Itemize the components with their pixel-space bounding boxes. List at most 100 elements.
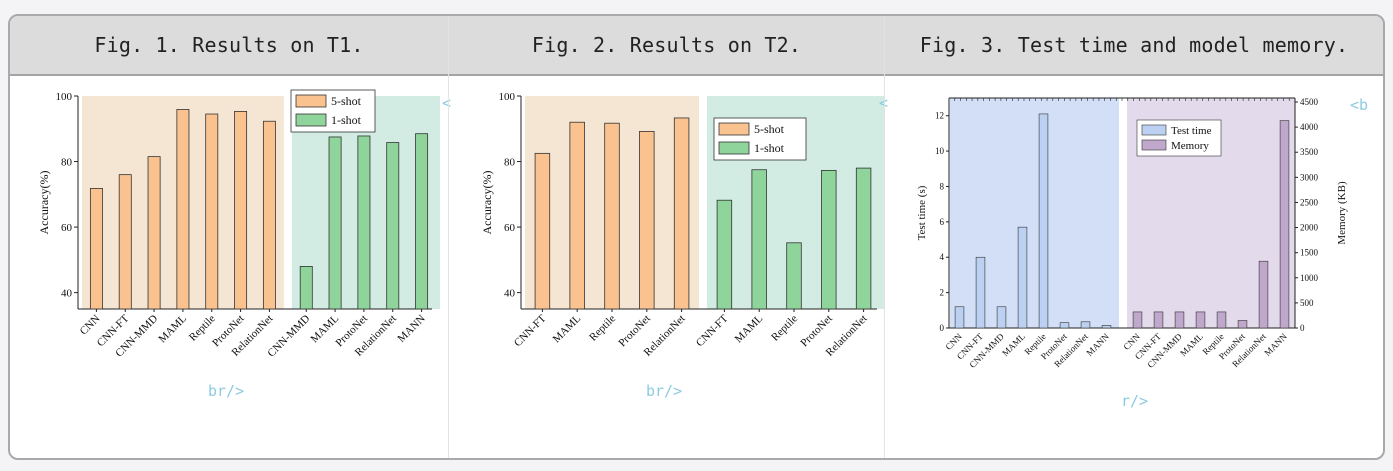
x-tick-label: CNN-FT — [512, 312, 549, 349]
x-tick-label: MANN — [1084, 331, 1111, 358]
y-tick-label: 60 — [504, 222, 516, 234]
memory-bar — [1279, 120, 1290, 329]
x-tick-label: MAML — [551, 312, 584, 345]
legend-label: Test time — [1171, 125, 1212, 137]
one-shot-bar — [386, 142, 400, 310]
legend-swatch — [295, 113, 327, 127]
x-tick-label: Reptile — [769, 313, 800, 344]
x-tick-label: MAML — [733, 312, 766, 345]
test-time-bar — [1080, 321, 1091, 329]
five-shot-bar — [604, 122, 620, 310]
y2-tick-label: 500 — [1300, 298, 1314, 308]
one-shot-bar — [415, 133, 429, 310]
five-shot-bar — [176, 109, 190, 310]
memory-bar — [1174, 311, 1185, 329]
x-tick-label: MAML — [1000, 331, 1027, 358]
memory-bar — [1258, 260, 1269, 329]
five-shot-bar — [673, 117, 690, 310]
five-shot-bar — [569, 121, 585, 310]
figure-2-panel: Fig. 2. Results on T2. 40 60 80 100 Accuracy… — [448, 16, 888, 458]
one-shot-bar — [328, 136, 342, 310]
memory-bar — [1237, 320, 1248, 329]
y2-tick-label: 4500 — [1300, 97, 1319, 107]
figure-2-title: Fig. 2. Results on T2. — [449, 16, 884, 76]
y2-tick-label: 4000 — [1300, 122, 1319, 132]
legend-label: 5-shot — [754, 122, 785, 136]
y-tick-label: 4 — [940, 252, 945, 262]
y-tick-label: 2 — [940, 288, 945, 298]
stray-markup-text: br/> — [208, 382, 245, 400]
x-tick-label: MAML — [1178, 331, 1205, 358]
one-shot-bar — [786, 242, 802, 310]
legend-label: 5-shot — [331, 94, 362, 108]
stray-markup-text: r/> — [1121, 392, 1149, 410]
x-tick-label: MANN — [1262, 331, 1289, 358]
x-tick-label: CNN-FT — [694, 312, 731, 349]
y2-tick-label: 3000 — [1300, 172, 1319, 182]
y2-tick-label: 1500 — [1300, 248, 1319, 258]
test-time-bar — [954, 306, 965, 329]
five-shot-bar — [262, 120, 276, 310]
x-tick-label: Reptile — [587, 313, 618, 344]
five-shot-bar — [534, 152, 551, 310]
one-shot-bar — [357, 135, 371, 310]
five-shot-bar — [639, 130, 655, 310]
test-time-bar — [996, 306, 1007, 329]
stray-markup-text: < — [442, 94, 452, 112]
y2-tick-label: 2000 — [1300, 223, 1319, 233]
y2-tick-label: 3500 — [1300, 147, 1319, 157]
five-shot-bar — [89, 188, 103, 310]
one-shot-bar — [299, 265, 313, 310]
test-time-bar — [1059, 322, 1070, 329]
stray-markup-text: <b — [1350, 96, 1369, 114]
one-shot-bar — [855, 167, 872, 310]
y-tick-label: 0 — [940, 323, 945, 333]
legend-label: Memory — [1171, 140, 1209, 152]
test-time-region — [950, 98, 1119, 328]
stray-markup-text: < — [879, 94, 889, 112]
test-time-bar — [1038, 113, 1049, 329]
legend-swatch — [295, 94, 327, 108]
legend-swatch — [1141, 124, 1167, 136]
y-tick-label: 80 — [61, 157, 73, 169]
figure-1-panel: Fig. 1. Results on T1. 40 60 80 100 Accuracy… — [10, 16, 452, 458]
test-time-bar — [1017, 226, 1028, 329]
y2-tick-label: 2500 — [1300, 197, 1319, 207]
legend-swatch — [718, 141, 750, 155]
y-axis-label: Accuracy(%) — [480, 171, 494, 235]
y-tick-label: 12 — [935, 111, 944, 121]
stray-markup-text: br/> — [646, 382, 683, 400]
figure-frame: Fig. 1. Results on T1. 40 60 80 100 Accuracy… — [8, 14, 1385, 460]
y-tick-label: 100 — [499, 91, 516, 103]
y-axis-label: Test time (s) — [916, 185, 928, 240]
figure-3-panel: Fig. 3. Test time and model memory. 0 2 4 6… — [884, 16, 1383, 458]
y-tick-label: 10 — [935, 146, 945, 156]
one-shot-bar — [751, 169, 767, 310]
y-tick-label: 40 — [61, 288, 73, 300]
y-tick-label: 80 — [504, 157, 516, 169]
legend-label: 1-shot — [754, 141, 785, 155]
x-tick-label: CNN — [78, 313, 103, 338]
figure-1-chart: 406080100Accuracy(%)CNNCNN-FTCNN-MMDMAML… — [37, 89, 440, 360]
one-shot-bar — [821, 169, 837, 310]
x-tick-label: MANN — [395, 313, 427, 345]
five-shot-bar — [205, 113, 219, 310]
memory-bar — [1195, 311, 1206, 329]
figure-3-title: Fig. 3. Test time and model memory. — [885, 16, 1383, 76]
y2-tick-label: 1000 — [1300, 273, 1319, 283]
legend-swatch — [1141, 139, 1167, 151]
figure-1-title: Fig. 1. Results on T1. — [10, 16, 448, 76]
test-time-bar — [1101, 325, 1112, 329]
one-shot-bar — [716, 199, 733, 310]
figure-3-chart: 0 2 4 6 8 10 12 0 500 1000 1500 2000 2500 3000 3500 400… — [916, 97, 1348, 370]
legend-label: 1-shot — [331, 113, 362, 127]
y-axis-label: Accuracy(%) — [37, 171, 51, 235]
legend-swatch — [718, 122, 750, 136]
test-time-bar — [975, 256, 986, 329]
memory-bar — [1153, 311, 1164, 329]
five-shot-bar — [147, 156, 161, 310]
x-tick-label: MAML — [156, 312, 189, 345]
five-shot-bar — [118, 174, 132, 310]
y-tick-label: 60 — [61, 222, 73, 234]
